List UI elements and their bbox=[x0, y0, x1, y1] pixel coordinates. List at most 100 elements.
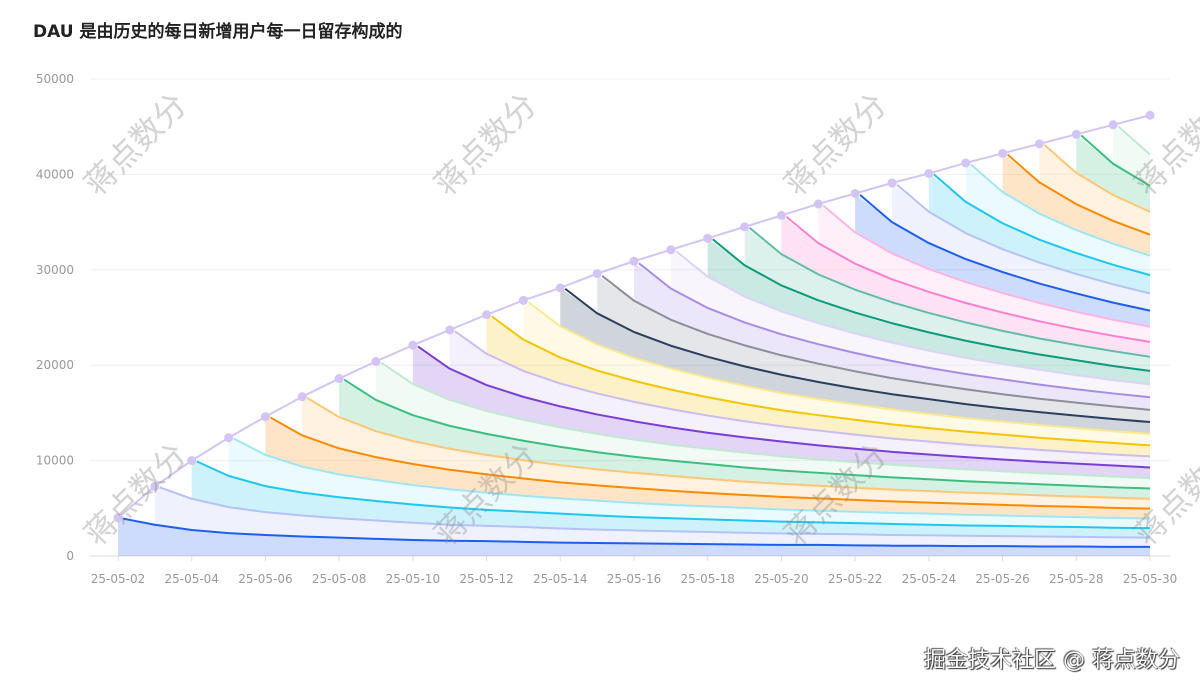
dau-point bbox=[1108, 120, 1118, 130]
x-tick-label: 25-05-12 bbox=[459, 572, 513, 586]
cohort-area bbox=[597, 275, 1150, 423]
y-tick-label: 50000 bbox=[36, 72, 74, 86]
cohort-line bbox=[638, 262, 1151, 399]
cohort-line bbox=[417, 345, 1151, 469]
cohort-line bbox=[712, 238, 1151, 372]
dau-point bbox=[150, 481, 160, 491]
cohort-line bbox=[970, 163, 1151, 257]
cohort-line bbox=[675, 250, 1151, 386]
dau-point bbox=[482, 310, 492, 320]
y-tick-label: 30000 bbox=[36, 263, 74, 277]
cohort-line bbox=[490, 315, 1151, 447]
cohort-line bbox=[1043, 144, 1151, 213]
cohort-area bbox=[965, 163, 1150, 276]
cohort-area bbox=[707, 238, 1150, 385]
y-tick-label: 0 bbox=[66, 549, 74, 563]
cohort-area bbox=[781, 215, 1150, 357]
cohort-area bbox=[818, 204, 1150, 342]
dau-point bbox=[1071, 129, 1081, 139]
cohort-areas bbox=[118, 125, 1151, 556]
cohort-area bbox=[154, 486, 1150, 547]
cohort-line bbox=[859, 194, 1151, 312]
cohort-line bbox=[1080, 134, 1151, 187]
cohort-line bbox=[233, 437, 1151, 520]
y-tick-label: 10000 bbox=[36, 454, 74, 468]
cohort-area bbox=[1113, 125, 1150, 186]
cohort-line bbox=[748, 227, 1151, 358]
dau-point bbox=[813, 199, 823, 209]
y-tick-label: 40000 bbox=[36, 167, 74, 181]
x-tick-label: 25-05-08 bbox=[312, 572, 366, 586]
dau-point bbox=[776, 210, 786, 220]
cohort-area bbox=[228, 437, 1151, 529]
x-tick-label: 25-05-22 bbox=[828, 572, 882, 586]
dau-point bbox=[1034, 139, 1044, 149]
cohort-area bbox=[634, 262, 1150, 410]
dau-point bbox=[297, 392, 307, 402]
x-tick-label: 25-05-14 bbox=[533, 572, 587, 586]
x-tick-label: 25-05-10 bbox=[386, 572, 440, 586]
dau-point bbox=[703, 233, 713, 243]
dau-point bbox=[592, 269, 602, 279]
footer-credit: 掘金技术社区 @ 蒋点数分 bbox=[924, 648, 1180, 673]
cohort-line bbox=[564, 288, 1151, 424]
cohort-area bbox=[486, 315, 1151, 457]
cohort-area bbox=[670, 250, 1150, 398]
dau-point bbox=[629, 256, 639, 266]
cohort-line bbox=[269, 416, 1151, 510]
y-tick-label: 20000 bbox=[36, 358, 74, 372]
grid bbox=[90, 78, 1170, 557]
dau-total-line bbox=[113, 110, 1155, 523]
dau-point bbox=[371, 356, 381, 366]
x-tick-label: 25-05-16 bbox=[607, 572, 661, 586]
cohort-area bbox=[191, 460, 1150, 538]
dau-point bbox=[850, 188, 860, 198]
axes: 0 10000 20000 30000 40000 50000 25-05-02 25-05-… bbox=[36, 72, 1177, 586]
dau-point bbox=[334, 374, 344, 384]
x-tick-label: 25-05-24 bbox=[902, 572, 956, 586]
x-tick-label: 25-05-28 bbox=[1049, 572, 1103, 586]
cohort-area bbox=[1076, 134, 1150, 212]
dau-point bbox=[666, 245, 676, 255]
cohort-area bbox=[892, 183, 1150, 311]
x-tick-label: 25-05-30 bbox=[1123, 572, 1177, 586]
dau-point bbox=[998, 148, 1008, 158]
x-tick-label: 25-05-04 bbox=[164, 572, 218, 586]
dau-point bbox=[924, 168, 934, 178]
cohort-line bbox=[380, 361, 1151, 480]
cohort-area bbox=[1039, 144, 1150, 235]
cohort-line bbox=[159, 486, 1151, 539]
dau-point bbox=[887, 178, 897, 188]
x-tick-label: 25-05-06 bbox=[238, 572, 292, 586]
cohort-area bbox=[339, 378, 1151, 499]
cohort-line bbox=[527, 301, 1151, 435]
cohort-line bbox=[601, 275, 1151, 411]
dau-point bbox=[224, 433, 234, 443]
dau-point bbox=[187, 456, 197, 466]
dau-point bbox=[961, 158, 971, 168]
cohort-line bbox=[196, 460, 1151, 530]
cohort-line bbox=[1006, 153, 1151, 236]
x-tick-label: 25-05-18 bbox=[680, 572, 734, 586]
cohort-area bbox=[376, 361, 1150, 489]
cohort-area bbox=[928, 173, 1150, 294]
cohort-line bbox=[343, 378, 1151, 490]
dau-point bbox=[518, 295, 528, 305]
x-tick-label: 25-05-02 bbox=[91, 572, 145, 586]
cohort-area bbox=[560, 288, 1150, 434]
cohort-line bbox=[122, 517, 1150, 548]
cohort-line bbox=[306, 397, 1151, 500]
cohort-line bbox=[896, 183, 1151, 295]
dau-point bbox=[445, 325, 455, 335]
cohort-line bbox=[454, 330, 1151, 458]
cohort-line bbox=[785, 215, 1151, 343]
cohort-area bbox=[412, 345, 1150, 479]
cohort-area bbox=[744, 227, 1150, 371]
dau-point bbox=[113, 513, 123, 523]
cohort-line bbox=[933, 173, 1151, 277]
dau-point bbox=[1145, 110, 1155, 120]
dau-point bbox=[555, 283, 565, 293]
dau-point bbox=[260, 412, 270, 422]
dau-point bbox=[740, 222, 750, 232]
dau-point bbox=[408, 340, 418, 350]
